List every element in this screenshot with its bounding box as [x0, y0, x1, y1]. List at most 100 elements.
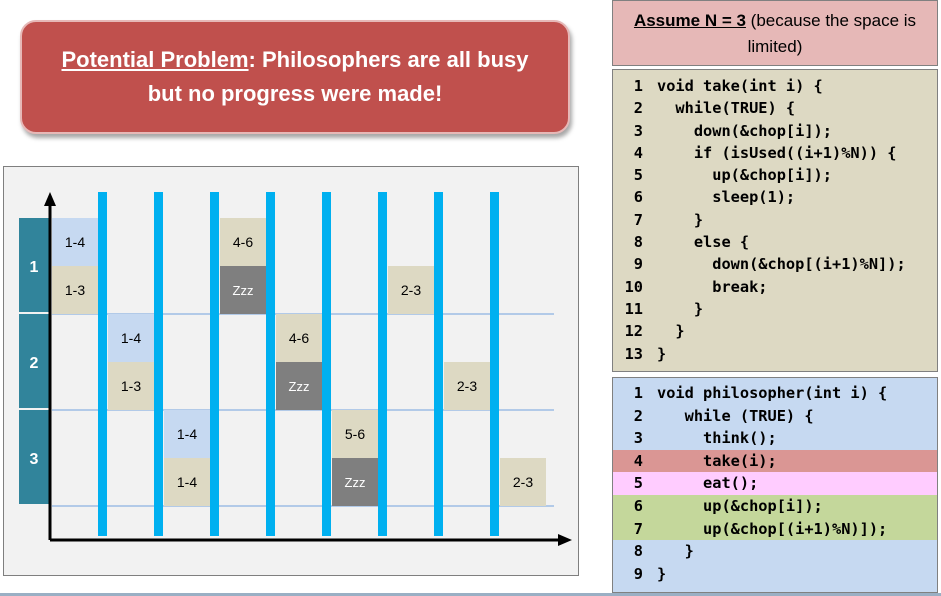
cell-label: 1-3 [121, 378, 141, 394]
cell-label: 2-3 [401, 282, 421, 298]
code-text: eat(); [657, 474, 759, 493]
line-number: 4 [633, 143, 643, 162]
timeline-cell [276, 362, 322, 410]
code-text: void philosopher(int i) { [657, 384, 888, 402]
cell-label: 2-3 [513, 474, 533, 490]
timeline-cell [52, 218, 98, 266]
cell-label: Zzz [233, 283, 254, 298]
line-number: 9 [633, 564, 643, 583]
code-text: up(&chop[i]); [657, 496, 823, 515]
time-separator-bar [490, 192, 499, 536]
code-text: } [657, 564, 667, 583]
line-number: 5 [633, 474, 643, 493]
timeline-cell [164, 458, 210, 506]
time-separator-bar [434, 192, 443, 536]
line-number: 2 [633, 99, 643, 118]
code-text: } [657, 322, 685, 341]
assume-label: Assume N = 3 [633, 11, 746, 30]
line-number: 6 [633, 188, 643, 207]
time-separator-bar [98, 192, 107, 536]
cell-label: 1-4 [177, 474, 197, 490]
timeline-cell [220, 218, 266, 266]
time-separator-bar [322, 192, 331, 536]
cell-label: 2-3 [457, 378, 477, 394]
cell-label: 4-6 [289, 330, 309, 346]
cell-label: 1-4 [121, 330, 141, 346]
code-text: else { [657, 233, 750, 252]
code-text: } [657, 542, 694, 561]
philosopher_code-code-line: 5 eat(); [613, 472, 937, 495]
assume-text: (because the space is limited) [745, 11, 917, 56]
timeline-diagram: 1 2 3 1-4 1-3 1-4 1-3 1-4 1-4 4-6 Zzz 4-6 Zzz 5-6 Zzz 2… [19, 192, 572, 546]
line-number: 5 [633, 166, 643, 185]
cell-label: 4-6 [233, 234, 253, 250]
row-label-box [19, 218, 49, 312]
time-separator-bar [378, 192, 387, 536]
code-text: while(TRUE) { [657, 99, 796, 118]
take_code-code-line: 9 down(&chop[(i+1)%N]); [613, 253, 937, 275]
philosopher_code-code-line: 7 up(&chop[(i+1)%N)]); [613, 517, 937, 541]
code-text: } [657, 210, 704, 229]
line-number: 7 [633, 210, 643, 229]
timeline-cell [332, 458, 378, 506]
cell-label: 1-4 [177, 426, 197, 442]
take_code-code-line: 6 sleep(1); [613, 186, 937, 208]
line-number: 1 [633, 77, 643, 95]
code-text: up(&chop[i]); [657, 166, 832, 185]
philosopher_code-code-line: 9} [613, 563, 937, 586]
take_code-code-line: 5 up(&chop[i]); [613, 164, 937, 186]
philosopher_code-code-line: 8 } [613, 540, 937, 563]
row-label-box [19, 314, 49, 408]
code-text: down(&chop[(i+1)%N]); [657, 255, 906, 274]
cell-label: 1-4 [65, 234, 85, 250]
philosopher-code-panel: 1 void philosopher(int i) { 2 while (TRUE)… [612, 377, 938, 593]
code-text: take(i); [657, 451, 777, 470]
cell-label: 5-6 [345, 426, 365, 442]
line-number: 8 [633, 542, 643, 561]
code-text: } [657, 344, 667, 363]
take_code-code-line: 2 while(TRUE) { [613, 97, 937, 119]
line-number: 12 [624, 322, 643, 341]
cell-label: 1-3 [65, 282, 85, 298]
row-label: 2 [30, 355, 39, 372]
y-axis-arrow [44, 192, 56, 206]
time-separator-bar [154, 192, 163, 536]
take_code-code-line: 8 else { [613, 231, 937, 253]
code-text: down(&chop[i]); [657, 121, 832, 140]
code-text: while (TRUE) { [657, 406, 814, 425]
line-number: 3 [633, 429, 643, 448]
philosopher_code-code-line: 2 while (TRUE) { [613, 405, 937, 428]
line-number: 1 [633, 384, 643, 402]
line-number: 8 [633, 233, 643, 252]
assume-box: Assume N = 3 (because the space is limit… [612, 0, 938, 66]
bottom-divider [0, 593, 941, 596]
take_code-code-line: 10 break; [613, 276, 937, 298]
time-separator-bar [266, 192, 275, 536]
timeline-cell [388, 266, 434, 314]
line-number: 10 [624, 277, 643, 296]
philosopher_code-code-line: 6 up(&chop[i]); [613, 494, 937, 518]
cell-label: Zzz [345, 475, 366, 490]
take_code-code-line: 12 } [613, 320, 937, 342]
time-separator-bar [210, 192, 219, 536]
timeline-cell [164, 410, 210, 458]
code-text: sleep(1); [657, 188, 796, 207]
timeline-cell [276, 314, 322, 362]
take_code-code-line: 13} [613, 343, 937, 365]
philosopher_code-code-line: 3 think(); [613, 427, 937, 450]
timeline-cell [444, 362, 490, 410]
timeline-cell [220, 266, 266, 314]
timeline-cell [108, 362, 154, 410]
line-number: 6 [633, 496, 643, 515]
line-number: 3 [633, 121, 643, 140]
x-axis-arrow [558, 534, 572, 546]
take_code-code-line: 1 void take(int i) { [613, 75, 937, 97]
take_code-code-line: 3 down(&chop[i]); [613, 120, 937, 142]
row-label: 3 [30, 451, 39, 468]
cell-label: Zzz [289, 379, 310, 394]
line-number: 13 [624, 344, 643, 363]
code-text: break; [657, 277, 768, 296]
code-text: up(&chop[(i+1)%N)]); [657, 519, 888, 538]
line-number: 2 [633, 406, 643, 425]
code-text: think(); [657, 429, 777, 448]
